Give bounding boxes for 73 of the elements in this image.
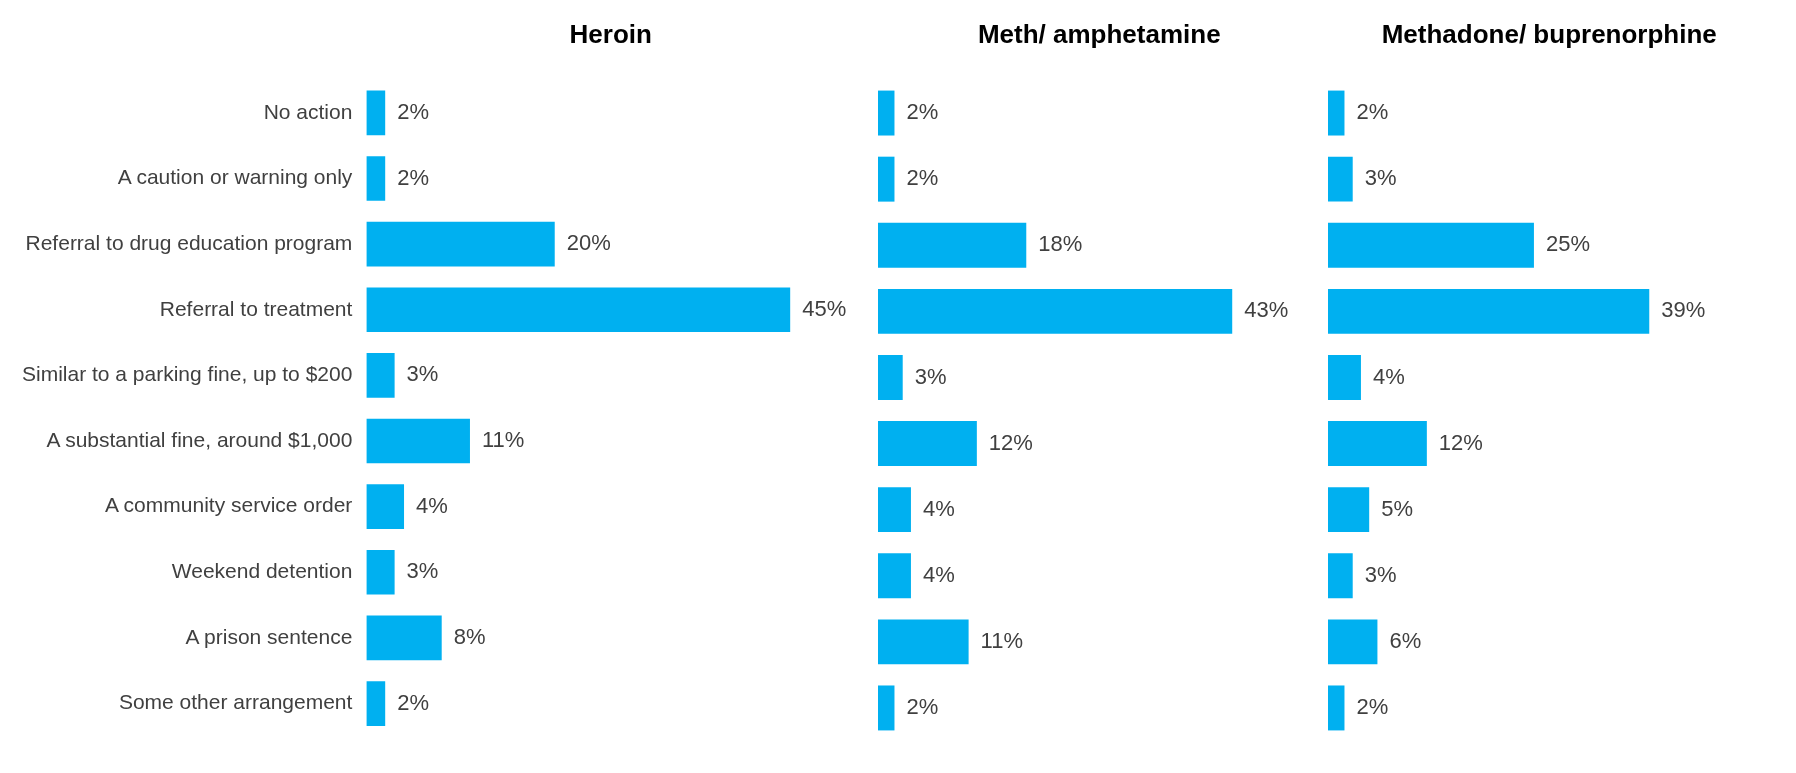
y-tick-label: A community service order: [104, 493, 353, 517]
chart-title: Meth/ amphetamine: [977, 19, 1221, 50]
bar: [878, 222, 1027, 268]
data-label: 20%: [566, 230, 611, 256]
y-tick-label: A prison sentence: [185, 624, 353, 648]
bar: [1328, 288, 1650, 334]
y-tick-label: No action: [263, 99, 353, 123]
data-label: 4%: [416, 492, 448, 518]
data-label: 2%: [397, 164, 429, 190]
bar: [878, 354, 903, 400]
data-label: 45%: [802, 295, 847, 321]
data-label: 5%: [1381, 495, 1413, 521]
data-label: 2%: [397, 689, 429, 715]
bar: [366, 221, 555, 267]
bar: [878, 90, 895, 136]
data-label: 12%: [1438, 429, 1483, 455]
data-label: 11%: [481, 427, 525, 453]
bar: [366, 484, 405, 529]
bar: [878, 288, 1233, 334]
data-label: 43%: [1244, 297, 1289, 323]
bar: [878, 553, 911, 599]
data-label: 4%: [922, 495, 955, 521]
bar: [878, 619, 969, 665]
y-tick-label: Some other arrangement: [118, 690, 353, 714]
data-label: 3%: [1364, 561, 1397, 587]
bar: [1328, 222, 1534, 268]
bar: [878, 421, 977, 467]
data-label: 4%: [922, 561, 955, 587]
bar: [878, 685, 895, 731]
data-label: 2%: [906, 165, 939, 191]
y-tick-label: Referral to drug education program: [25, 230, 353, 254]
bar: [1328, 487, 1370, 533]
y-tick-label: A substantial fine, around $1,000: [46, 427, 353, 451]
data-label: 25%: [1545, 231, 1590, 257]
bar: [366, 353, 395, 398]
data-label: 3%: [1364, 165, 1397, 191]
y-tick-label: Referral to treatment: [159, 296, 353, 320]
data-label: 2%: [906, 99, 939, 125]
bar: [366, 156, 386, 201]
bar: [366, 418, 470, 464]
data-label: 8%: [453, 624, 486, 649]
data-label: 6%: [1389, 627, 1422, 653]
data-label: 2%: [1356, 694, 1389, 720]
bar: [1328, 685, 1345, 731]
bar: [1328, 90, 1345, 136]
bar: [366, 287, 791, 333]
bar: [366, 681, 386, 726]
data-label: 3%: [406, 558, 439, 584]
data-label: 4%: [1372, 363, 1405, 389]
chart-title: Heroin: [569, 19, 652, 50]
data-label: 18%: [1038, 231, 1083, 257]
bar: [366, 615, 442, 661]
y-tick-label: Similar to a parking fine, up to $200: [21, 362, 353, 386]
y-tick-label: Weekend detention: [171, 559, 353, 583]
data-label: 2%: [1356, 99, 1389, 125]
data-label: 2%: [397, 98, 429, 124]
bar: [366, 549, 395, 595]
data-label: 2%: [906, 694, 939, 720]
bar: [878, 487, 911, 533]
bar: [1328, 553, 1353, 599]
data-label: 3%: [406, 361, 439, 387]
bar: [1328, 619, 1378, 665]
data-label: 3%: [914, 363, 947, 389]
data-label: 12%: [988, 429, 1033, 455]
bar: [1328, 354, 1361, 400]
bar: [878, 156, 895, 202]
data-label: 11%: [980, 627, 1024, 653]
bar: [366, 90, 386, 136]
bar: [1328, 421, 1427, 467]
data-label: 39%: [1661, 297, 1706, 323]
bar: [1328, 156, 1353, 202]
y-tick-label: A caution or warning only: [117, 165, 353, 189]
chart-title: Methadone/ buprenorphine: [1381, 19, 1717, 50]
